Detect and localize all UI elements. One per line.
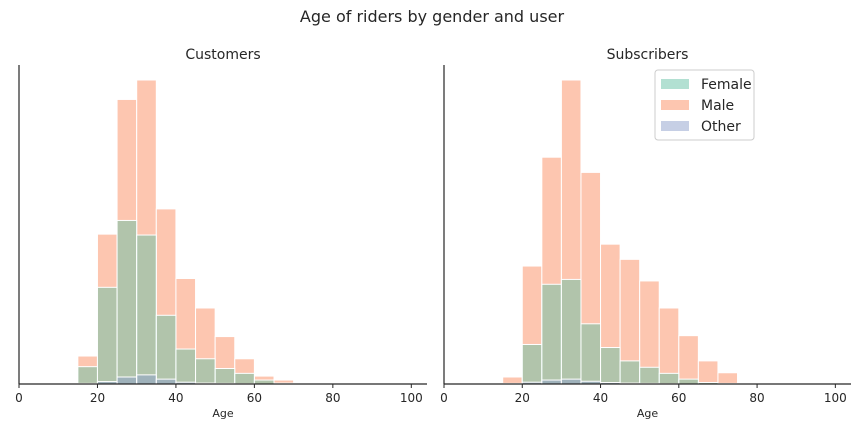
bar-female-45 [196, 359, 216, 384]
bar-female-40 [176, 349, 196, 384]
x-tick-label: 80 [749, 391, 764, 405]
bar-female-50 [215, 368, 235, 384]
bar-other-35 [156, 379, 176, 384]
bar-female-20 [97, 287, 117, 384]
legend-swatch-other [661, 121, 689, 131]
x-tick-label: 40 [593, 391, 608, 405]
x-tick-label: 40 [168, 391, 183, 405]
legend: Female Male Other [655, 70, 754, 140]
bar-other-25 [117, 377, 137, 384]
x-tick-label: 20 [515, 391, 530, 405]
legend-label-other: Other [701, 119, 741, 135]
legend-label-female: Female [701, 77, 752, 93]
bar-female-15 [78, 367, 98, 384]
legend-swatch-female [661, 79, 689, 89]
bar-female-25 [542, 284, 562, 384]
panel-subscribers: Subscribers 0 20 40 60 80 100 Age [440, 47, 851, 420]
x-tick-label: 0 [440, 391, 448, 405]
x-axis-label: Age [637, 407, 659, 420]
bar-male-70 [718, 373, 738, 384]
figure-title: Age of riders by gender and user [300, 7, 565, 26]
bar-female-55 [659, 373, 679, 384]
panel-title: Customers [185, 47, 260, 63]
panel-title: Subscribers [607, 47, 689, 63]
panel-customers: Customers 0 20 40 60 80 100 Age [15, 47, 427, 420]
legend-label-male: Male [701, 98, 734, 114]
bar-other-30 [561, 379, 581, 384]
x-tick-label: 100 [824, 391, 847, 405]
x-tick-label: 60 [671, 391, 686, 405]
bar-female-35 [581, 324, 601, 384]
x-tick-label: 80 [325, 391, 340, 405]
bar-female-55 [235, 373, 255, 384]
bar-male-65 [698, 361, 718, 384]
bar-female-30 [137, 235, 157, 384]
bar-female-60 [679, 379, 699, 384]
bar-female-40 [601, 348, 621, 384]
x-tick-label: 60 [247, 391, 262, 405]
bar-female-30 [561, 279, 581, 384]
bar-male-55 [659, 308, 679, 384]
legend-swatch-male [661, 100, 689, 110]
x-axis-label: Age [212, 407, 234, 420]
bar-female-45 [620, 361, 640, 384]
bar-female-20 [522, 344, 542, 384]
bar-female-50 [640, 367, 660, 384]
bar-female-25 [117, 220, 137, 384]
bar-female-35 [156, 315, 176, 384]
x-tick-label: 0 [15, 391, 23, 405]
bar-male-60 [679, 336, 699, 384]
x-tick-label: 20 [90, 391, 105, 405]
x-tick-label: 100 [400, 391, 423, 405]
bar-other-30 [137, 375, 157, 384]
